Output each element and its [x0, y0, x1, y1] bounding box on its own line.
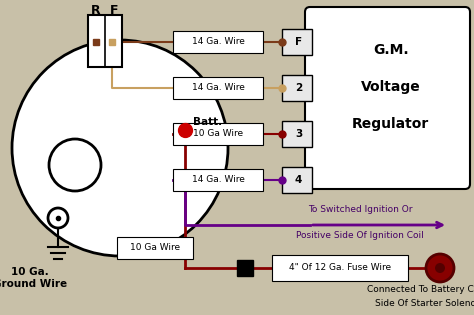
Circle shape	[48, 208, 68, 228]
Text: F: F	[110, 3, 119, 16]
Text: 3: 3	[295, 129, 302, 139]
Text: 2: 2	[295, 83, 302, 93]
Text: 10 Ga.: 10 Ga.	[11, 267, 49, 277]
Bar	[237, 260, 253, 276]
Bar	[117, 237, 193, 259]
Text: R: R	[91, 3, 100, 16]
FancyBboxPatch shape	[305, 7, 470, 189]
Text: 14 Ga. Wire: 14 Ga. Wire	[191, 37, 245, 47]
Text: Positive Side Of Ignition Coil: Positive Side Of Ignition Coil	[296, 231, 424, 239]
Bar	[173, 123, 263, 145]
Text: 4" Of 12 Ga. Fuse Wire: 4" Of 12 Ga. Fuse Wire	[289, 264, 391, 272]
Text: 4: 4	[295, 175, 302, 185]
Text: 10 Ga Wire: 10 Ga Wire	[193, 129, 243, 139]
Bar	[272, 255, 408, 281]
Text: Regulator: Regulator	[352, 117, 429, 131]
Circle shape	[12, 40, 228, 256]
Text: 14 Ga. Wire: 14 Ga. Wire	[191, 175, 245, 185]
Bar	[173, 77, 263, 99]
Bar	[282, 167, 312, 193]
Text: Connected To Battery Cable: Connected To Battery Cable	[367, 285, 474, 295]
Bar	[88, 15, 122, 67]
Text: 14 Ga. Wire: 14 Ga. Wire	[191, 83, 245, 93]
Text: Voltage: Voltage	[361, 80, 420, 94]
Text: Ground Wire: Ground Wire	[0, 279, 67, 289]
Bar	[173, 31, 263, 53]
Text: 10 Ga Wire: 10 Ga Wire	[130, 243, 180, 253]
Bar	[282, 121, 312, 147]
Circle shape	[426, 254, 454, 282]
Text: G.M.: G.M.	[373, 43, 409, 57]
Text: Batt.: Batt.	[193, 117, 222, 127]
Circle shape	[435, 263, 445, 273]
Bar	[173, 169, 263, 191]
Text: Side Of Starter Solenoid: Side Of Starter Solenoid	[375, 299, 474, 307]
Text: To Switched Ignition Or: To Switched Ignition Or	[308, 205, 412, 215]
Bar	[282, 29, 312, 55]
Text: F: F	[295, 37, 302, 47]
Circle shape	[49, 139, 101, 191]
Bar	[282, 75, 312, 101]
